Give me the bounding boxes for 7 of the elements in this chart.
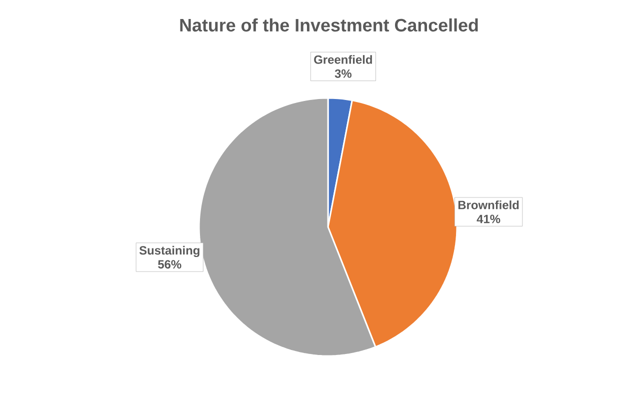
slice-label: Sustaining: [139, 246, 200, 258]
data-label: 3%: [334, 69, 352, 78]
chart-title: Nature of the Investment Cancelled: [180, 18, 478, 32]
data-label: 41%: [476, 214, 500, 224]
data-label: 56%: [158, 260, 182, 269]
slice-label: Greenfield: [314, 55, 372, 64]
slice-label: Brownfield: [458, 200, 519, 210]
